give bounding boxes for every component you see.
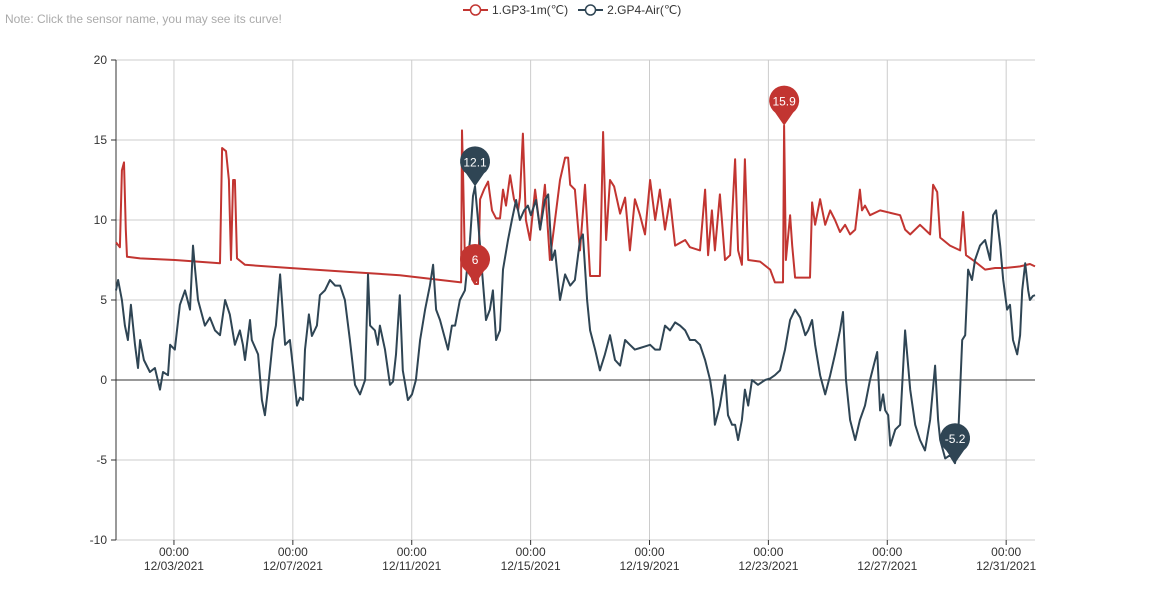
marker-pin: -5.2 bbox=[940, 423, 971, 464]
x-tick-date: 12/07/2021 bbox=[263, 559, 323, 573]
legend-line-circle-icon bbox=[578, 4, 604, 16]
x-tick-date: 12/19/2021 bbox=[619, 559, 679, 573]
marker-label: 12.1 bbox=[463, 155, 487, 169]
y-tick-label: -10 bbox=[90, 533, 108, 547]
x-tick-time: 00:00 bbox=[753, 545, 783, 559]
x-tick-time: 00:00 bbox=[397, 545, 427, 559]
x-tick-date: 12/15/2021 bbox=[501, 559, 561, 573]
x-tick-date: 12/27/2021 bbox=[857, 559, 917, 573]
y-tick-label: 0 bbox=[100, 373, 107, 387]
marker-pin: 6 bbox=[460, 243, 491, 284]
x-tick-time: 00:00 bbox=[634, 545, 664, 559]
marker-pin: 15.9 bbox=[769, 85, 800, 126]
y-tick-label: 15 bbox=[94, 133, 108, 147]
x-tick-date: 12/11/2021 bbox=[382, 559, 441, 573]
x-tick-date: 12/31/2021 bbox=[976, 559, 1036, 573]
series-line-2 bbox=[115, 185, 1036, 465]
pin-icon bbox=[940, 423, 971, 464]
series-line-1 bbox=[115, 124, 1036, 285]
legend-item-gp4-air[interactable]: 2.GP4-Air(℃) bbox=[578, 3, 681, 17]
legend-item-gp3-1m[interactable]: 1.GP3-1m(℃) bbox=[463, 3, 568, 17]
marker-pin: 12.1 bbox=[460, 146, 491, 187]
y-tick-label: -5 bbox=[96, 453, 107, 467]
y-tick-label: 20 bbox=[94, 53, 108, 67]
marker-label: -5.2 bbox=[945, 432, 966, 446]
note-text: Note: Click the sensor name, you may see… bbox=[5, 12, 282, 26]
pin-icon bbox=[460, 146, 491, 187]
y-tick-label: 5 bbox=[100, 293, 107, 307]
x-tick-time: 00:00 bbox=[991, 545, 1021, 559]
x-tick-time: 00:00 bbox=[872, 545, 902, 559]
pin-icon bbox=[460, 243, 491, 284]
y-tick-label: 10 bbox=[94, 213, 108, 227]
legend: 1.GP3-1m(℃) 2.GP4-Air(℃) bbox=[463, 3, 681, 17]
marker-label: 6 bbox=[472, 253, 479, 267]
x-tick-date: 12/23/2021 bbox=[738, 559, 798, 573]
x-tick-date: 12/03/2021 bbox=[144, 559, 204, 573]
pin-icon bbox=[769, 85, 800, 126]
x-tick-time: 00:00 bbox=[516, 545, 546, 559]
marker-label: 15.9 bbox=[772, 95, 796, 109]
x-tick-time: 00:00 bbox=[159, 545, 189, 559]
legend-line-circle-icon bbox=[463, 4, 488, 16]
legend-label: 2.GP4-Air(℃) bbox=[607, 3, 682, 17]
legend-label: 1.GP3-1m(℃) bbox=[492, 3, 569, 17]
x-tick-time: 00:00 bbox=[278, 545, 308, 559]
